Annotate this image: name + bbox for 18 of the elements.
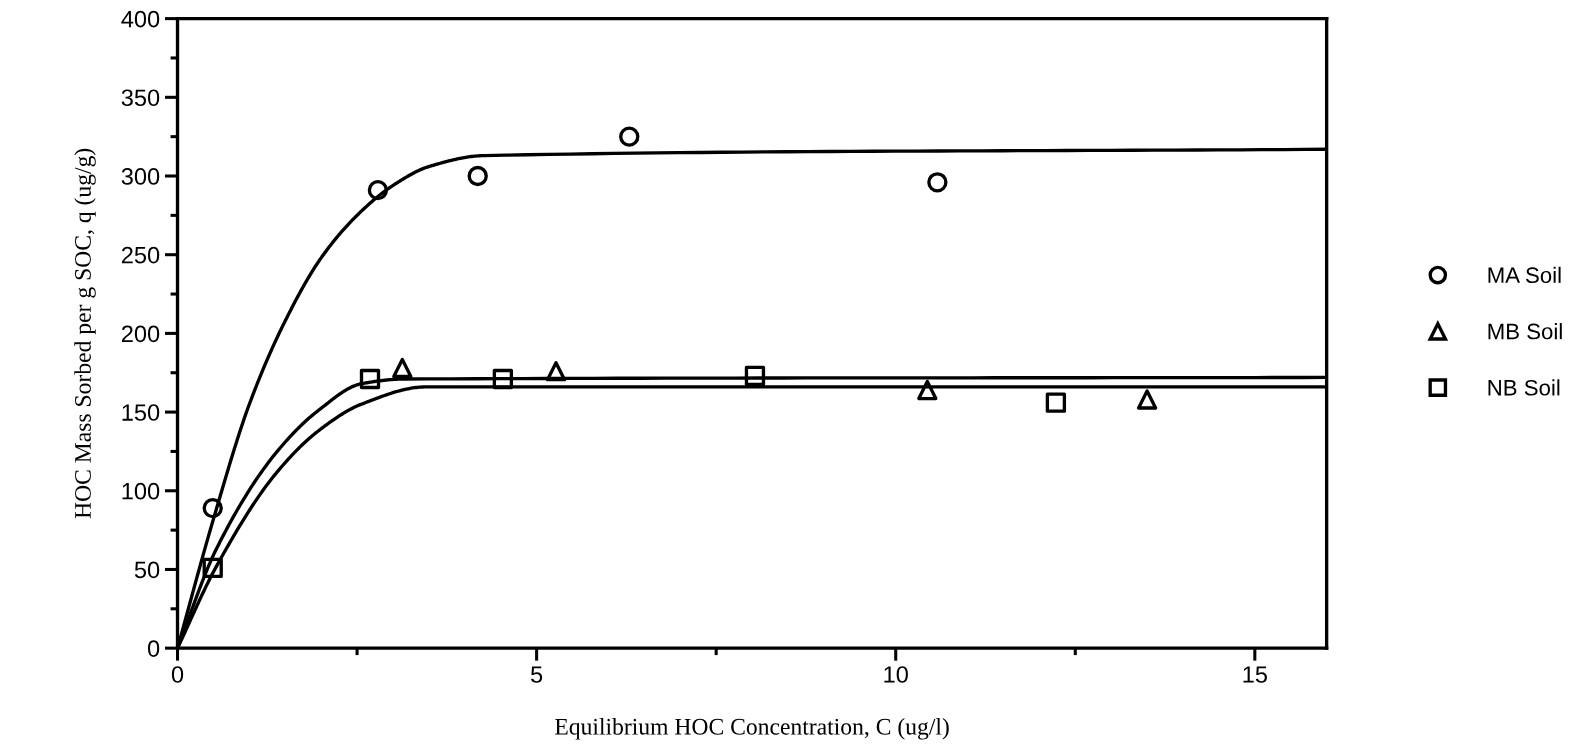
y-tick-label: 300	[121, 168, 160, 185]
x-tick-label: 10	[884, 666, 908, 683]
y-tick-label: 0	[147, 640, 160, 657]
x-tick-label: 15	[1243, 666, 1267, 683]
y-tick-label: 150	[122, 404, 160, 421]
y-tick-label: 200	[121, 325, 160, 343]
y-axis-title: HOC Mass Sorbed per g SOC, q (ug/g)	[74, 148, 96, 519]
legend-label: NB Soil	[1488, 379, 1560, 396]
legend-label: MB Soil	[1488, 323, 1562, 340]
x-tick-label: 5	[531, 666, 543, 683]
x-tick-label: 0	[171, 666, 184, 683]
y-tick-label: 100	[122, 482, 160, 500]
legend-label: MA Soil	[1488, 266, 1561, 284]
y-tick-label: 250	[121, 246, 160, 264]
x-axis-title: Equilibrium HOC Concentration, C (ug/l)	[555, 718, 949, 740]
y-tick-label: 400	[121, 10, 160, 28]
y-tick-label: 50	[134, 561, 160, 579]
y-tick-label: 350	[121, 89, 160, 107]
